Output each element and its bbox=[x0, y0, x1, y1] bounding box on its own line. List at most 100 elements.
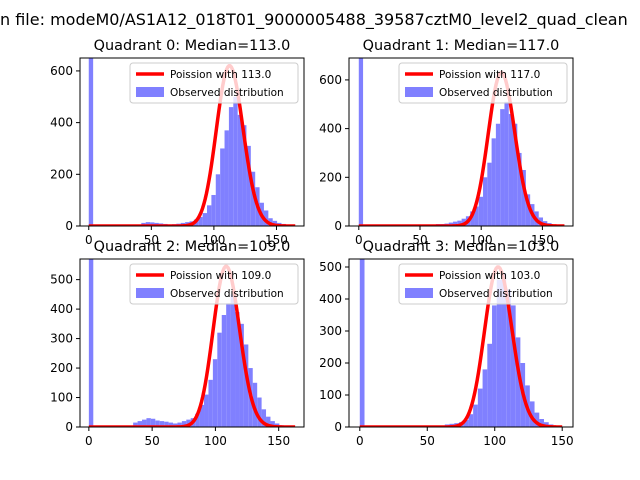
legend-label-observed: Observed distribution bbox=[170, 87, 284, 99]
y-tick-label: 300 bbox=[319, 324, 342, 338]
histogram-bar bbox=[358, 58, 364, 226]
subplot-title: Quadrant 0: Median=113.0 bbox=[94, 38, 291, 54]
histogram-bar bbox=[237, 114, 243, 226]
y-tick-label: 400 bbox=[319, 122, 342, 136]
histogram-bar bbox=[487, 343, 493, 427]
x-tick-label: 0 bbox=[356, 434, 364, 448]
subplot-grid: 0 50 100 150 0 200 400 600 Quadrant 0: Median=11… bbox=[50, 38, 574, 448]
y-tick-label: 100 bbox=[50, 391, 73, 405]
histogram-bar bbox=[263, 210, 269, 226]
histogram-bar bbox=[215, 174, 221, 226]
histogram-bar bbox=[515, 337, 521, 427]
axes-frame bbox=[79, 57, 305, 227]
histogram-bar bbox=[501, 273, 507, 427]
histogram-bar bbox=[246, 145, 251, 226]
histogram-bar bbox=[496, 279, 502, 427]
histogram-bar bbox=[88, 259, 94, 427]
histogram-bar bbox=[198, 216, 203, 226]
histogram-bar bbox=[250, 171, 256, 226]
histogram-bar bbox=[261, 409, 267, 427]
histogram-bar bbox=[508, 114, 514, 226]
axes-frame bbox=[348, 57, 574, 227]
poisson-curve bbox=[88, 64, 296, 226]
legend: Poission with 109.0 Observed distribution bbox=[129, 263, 299, 305]
histogram-bar bbox=[474, 206, 479, 226]
histogram-bar bbox=[202, 213, 208, 226]
histogram-bar bbox=[235, 312, 240, 427]
axes-frame bbox=[348, 258, 574, 428]
histogram-bar bbox=[142, 419, 147, 427]
x-tick-label: 100 bbox=[483, 434, 506, 448]
legend: Poission with 117.0 Observed distribution bbox=[398, 62, 568, 104]
plot-data-area bbox=[88, 58, 296, 226]
y-tick-label: 0 bbox=[334, 219, 342, 233]
axes-frame bbox=[79, 258, 305, 428]
y-tick-label: 100 bbox=[319, 388, 342, 402]
x-tick-label: 100 bbox=[202, 233, 225, 247]
histogram-bar bbox=[168, 422, 174, 427]
histogram-bar bbox=[539, 419, 544, 427]
x-tick-label: 0 bbox=[85, 233, 93, 247]
poisson-curve bbox=[88, 264, 296, 427]
y-tick-label: 500 bbox=[319, 260, 342, 274]
histogram-bar bbox=[228, 107, 234, 226]
legend-label-poisson: Poission with 113.0 bbox=[170, 69, 271, 81]
histogram-bar bbox=[221, 315, 227, 427]
histogram-bar bbox=[534, 412, 540, 427]
histogram-bar bbox=[510, 305, 516, 427]
y-tick-label: 0 bbox=[334, 420, 342, 434]
histogram-bar bbox=[491, 138, 496, 226]
x-tick-label: 0 bbox=[355, 233, 363, 247]
legend-label-poisson: Poission with 109.0 bbox=[170, 270, 271, 282]
legend-box bbox=[129, 263, 299, 305]
y-tick-label: 500 bbox=[50, 273, 73, 287]
histogram-bar bbox=[211, 194, 216, 226]
histogram-bar bbox=[525, 194, 531, 226]
y-tick-label: 200 bbox=[319, 170, 342, 184]
y-tick-label: 0 bbox=[65, 219, 73, 233]
y-tick-label: 200 bbox=[319, 356, 342, 370]
histogram-bar bbox=[150, 222, 155, 226]
x-tick-label: 150 bbox=[551, 434, 574, 448]
histogram-bar bbox=[146, 418, 151, 427]
y-tick-label: 200 bbox=[50, 361, 73, 375]
histogram-bar bbox=[207, 205, 212, 226]
histogram-bar bbox=[212, 359, 218, 427]
legend: Poission with 103.0 Observed distribution bbox=[398, 263, 568, 305]
histogram-bar bbox=[500, 109, 505, 226]
histogram-bar bbox=[266, 416, 271, 427]
legend-box bbox=[398, 263, 568, 305]
histogram-bar bbox=[224, 130, 229, 226]
legend-bar-swatch bbox=[136, 288, 164, 298]
legend-bar-swatch bbox=[136, 87, 164, 97]
legend-label-observed: Observed distribution bbox=[170, 288, 284, 300]
legend-box bbox=[398, 62, 568, 104]
histogram-bar bbox=[463, 419, 469, 427]
histogram-bar bbox=[359, 259, 365, 427]
histogram-bar bbox=[270, 421, 275, 427]
x-tick-label: 0 bbox=[85, 434, 93, 448]
histogram-bar bbox=[242, 125, 247, 226]
histogram-bar bbox=[159, 421, 165, 427]
histogram-bar bbox=[483, 177, 488, 226]
plot-data-area bbox=[359, 259, 563, 427]
histogram-bar bbox=[517, 152, 522, 226]
histogram-bar bbox=[468, 414, 474, 427]
histogram-bar bbox=[504, 101, 509, 226]
legend-box bbox=[129, 62, 299, 104]
histogram-bar bbox=[233, 96, 238, 226]
subplot-title: Quadrant 1: Median=117.0 bbox=[363, 38, 560, 54]
y-tick-label: 200 bbox=[50, 167, 73, 181]
histogram-bar bbox=[150, 418, 156, 427]
y-tick-label: 0 bbox=[65, 420, 73, 434]
histogram-bar bbox=[220, 148, 225, 226]
x-tick-label: 150 bbox=[531, 233, 554, 247]
histogram-bar bbox=[208, 379, 213, 427]
subplot-title: Quadrant 2: Median=109.0 bbox=[94, 239, 291, 255]
y-tick-label: 400 bbox=[319, 292, 342, 306]
histogram-bar bbox=[230, 294, 236, 427]
histogram-bar bbox=[226, 303, 231, 427]
y-tick-label: 600 bbox=[319, 73, 342, 87]
x-tick-label: 150 bbox=[267, 434, 290, 448]
